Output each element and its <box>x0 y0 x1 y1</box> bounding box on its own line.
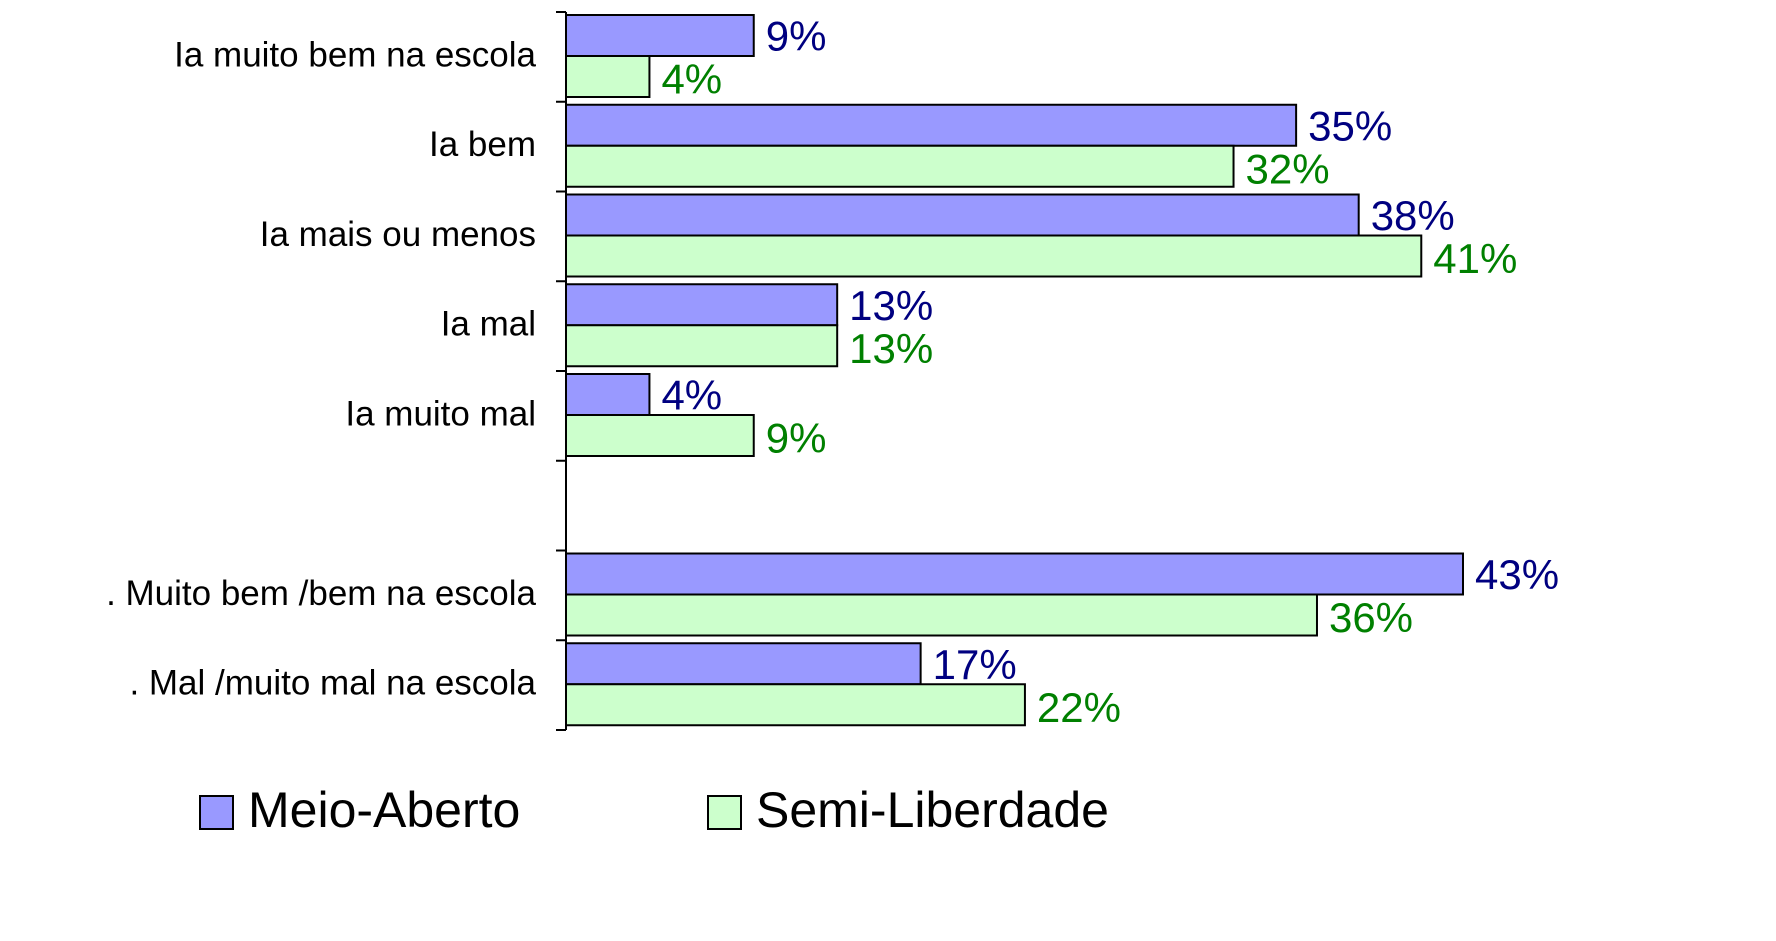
value-label: 13% <box>849 325 933 372</box>
value-label: 36% <box>1329 594 1413 641</box>
bar <box>565 103 1298 147</box>
bar <box>565 373 651 416</box>
value-label: 43% <box>1475 551 1559 598</box>
legend-label: Semi-Liberdade <box>756 782 1109 838</box>
value-label: 13% <box>849 282 933 329</box>
category-label: Ia mais ou menos <box>260 215 536 254</box>
bar <box>565 683 1026 727</box>
value-label: 4% <box>661 372 722 419</box>
category-label: Ia mal <box>441 305 536 344</box>
category-label: Ia bem <box>429 125 536 164</box>
category-label: Ia muito bem na escola <box>174 35 536 74</box>
value-label: 17% <box>933 641 1017 688</box>
bar <box>565 193 1360 237</box>
legend-swatch <box>707 795 742 830</box>
bar <box>565 283 839 327</box>
value-label: 22% <box>1037 684 1121 731</box>
bar <box>565 55 651 98</box>
bar <box>565 414 755 457</box>
bar <box>565 234 1423 278</box>
category-label: Ia muito mal <box>345 394 536 433</box>
bar <box>565 324 839 368</box>
value-label: 41% <box>1433 235 1517 282</box>
bar <box>565 642 922 686</box>
legend-swatch <box>199 795 234 830</box>
bar <box>565 593 1318 637</box>
legend-label: Meio-Aberto <box>248 782 520 838</box>
value-label: 9% <box>766 415 827 462</box>
bar <box>565 144 1235 188</box>
bar <box>565 552 1464 596</box>
value-label: 35% <box>1308 102 1392 149</box>
value-label: 38% <box>1371 192 1455 239</box>
category-label: . Muito bem /bem na escola <box>106 574 536 613</box>
category-label: . Mal /muito mal na escola <box>129 664 536 703</box>
value-label: 9% <box>766 13 827 60</box>
value-label: 4% <box>661 56 722 103</box>
value-label: 32% <box>1246 145 1330 192</box>
bar <box>565 14 755 57</box>
